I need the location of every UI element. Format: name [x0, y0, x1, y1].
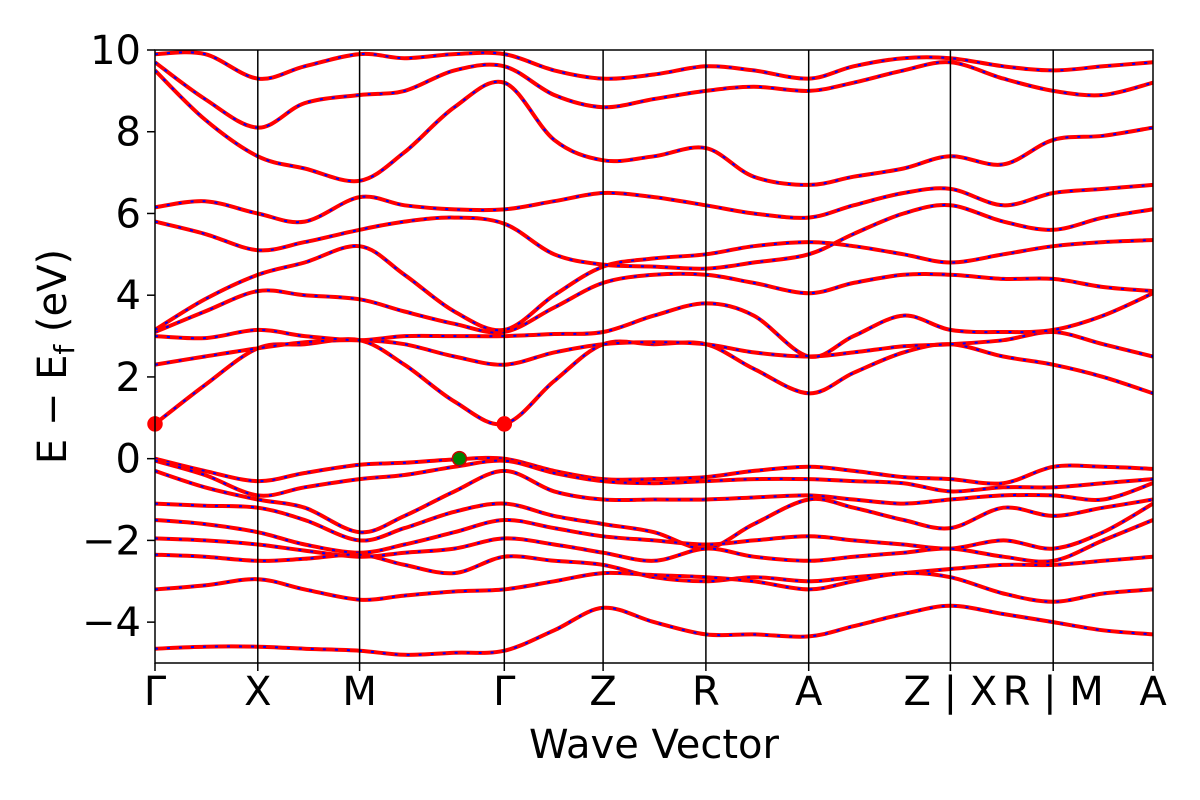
- band-overlay-line: [155, 204, 1153, 270]
- y-tick-label: 6: [116, 191, 141, 237]
- band-line: [155, 501, 1153, 555]
- band-line: [155, 68, 1153, 187]
- band-5: [155, 501, 1153, 555]
- band-16: [155, 182, 1153, 225]
- band-18: [155, 60, 1153, 130]
- band-8: [155, 570, 1153, 604]
- x-tick-label: Z: [589, 669, 616, 715]
- band-overlay-line: [155, 553, 1153, 583]
- band-1: [155, 455, 1153, 486]
- y-tick-label: 4: [116, 273, 141, 319]
- band-line: [155, 603, 1153, 657]
- y-tick-label: −2: [82, 518, 141, 564]
- band-overlay-line: [155, 469, 1153, 534]
- y-axis-label-main: E − E: [30, 355, 76, 465]
- band-overlay-line: [155, 330, 1153, 366]
- band-overlay-line: [155, 239, 1153, 332]
- y-axis-label-unit: (eV): [30, 249, 76, 345]
- band-11: [155, 329, 1153, 367]
- y-tick-label: 10: [90, 28, 141, 74]
- band-7: [155, 552, 1153, 584]
- band-line: [155, 182, 1153, 225]
- band-overlay-line: [155, 61, 1153, 129]
- plot-frame: [154, 49, 1154, 664]
- band-line: [155, 60, 1153, 130]
- y-tick-label: 2: [116, 355, 141, 401]
- x-tick-label: Γ: [493, 669, 516, 715]
- band-4: [155, 496, 1153, 551]
- band-overlay-line: [155, 183, 1153, 224]
- band-overlay-line: [155, 571, 1153, 603]
- y-tick-label: 8: [116, 110, 141, 156]
- band-series-group: [155, 50, 1153, 657]
- x-tick-label: R: [692, 669, 720, 715]
- y-tick-group: −4 −2 0 2 4 6 8 10: [82, 28, 155, 646]
- band-14: [155, 238, 1153, 333]
- band-overlay-line: [155, 497, 1153, 550]
- y-tick-label: −4: [82, 600, 141, 646]
- y-axis-label: E − Ef (eV): [30, 249, 81, 464]
- kpoint-divider-group: [257, 50, 1054, 663]
- band-9: [155, 603, 1153, 657]
- band-2: [155, 458, 1153, 498]
- vbm-marker: [451, 450, 468, 467]
- band-6: [155, 518, 1153, 564]
- band-3: [155, 468, 1153, 535]
- band-overlay-line: [155, 272, 1153, 334]
- band-line: [155, 291, 1153, 359]
- band-13: [155, 271, 1153, 335]
- band-overlay-line: [155, 502, 1153, 554]
- x-tick-label: A: [795, 669, 823, 715]
- x-axis-label: Wave Vector: [529, 722, 780, 768]
- x-tick-label: A: [1139, 669, 1167, 715]
- band-12: [155, 291, 1153, 359]
- band-line: [155, 458, 1153, 498]
- band-19: [155, 50, 1153, 81]
- y-axis-label-sub: f: [48, 344, 81, 355]
- band-line: [155, 50, 1153, 81]
- y-tick-label: 0: [116, 437, 141, 483]
- band-15: [155, 203, 1153, 271]
- band-overlay-line: [155, 456, 1153, 485]
- x-tick-label: R | M: [1003, 669, 1104, 715]
- band-overlay-line: [155, 338, 1153, 426]
- x-tick-label: Γ: [144, 669, 167, 715]
- x-tick-label: M: [342, 669, 377, 715]
- band-overlay-line: [155, 292, 1153, 358]
- extremum-marker-group: [147, 416, 513, 467]
- band-line: [155, 337, 1153, 427]
- cbm-marker: [496, 416, 513, 432]
- x-tick-label: X: [244, 669, 271, 715]
- band-line: [155, 271, 1153, 335]
- x-tick-label: Z | X: [904, 669, 998, 715]
- band-10: [155, 337, 1153, 427]
- band-overlay-line: [155, 519, 1153, 563]
- band-17: [155, 68, 1153, 187]
